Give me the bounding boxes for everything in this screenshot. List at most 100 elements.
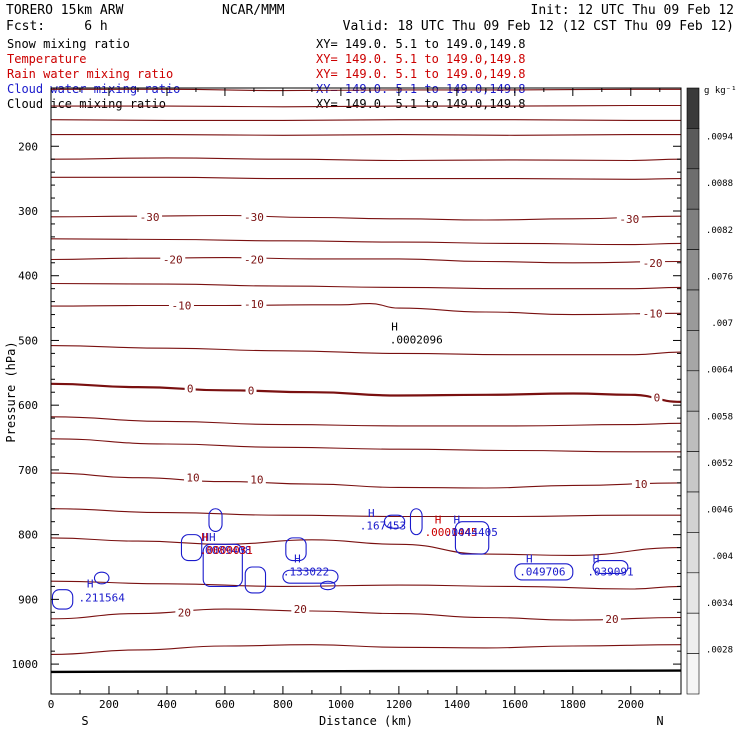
model-title: TORERO 15km ARW	[6, 3, 124, 18]
maximum-annotation: H	[526, 552, 533, 565]
colorbar-tick-label: .007	[711, 319, 733, 329]
legend-xy-range: XY= 149.0. 5.1 to 149.0,149.8	[316, 52, 526, 66]
maximum-annotation: .039091	[587, 565, 633, 578]
cloud-water-contour	[409, 508, 423, 536]
isotherm-label: 10	[186, 472, 199, 485]
legend-xy-range: XY= 149.0. 5.1 to 149.0,149.8	[316, 37, 526, 51]
x-tick-label: 800	[273, 698, 293, 711]
colorbar-segment	[686, 370, 700, 412]
colorbar-unit: g kg⁻¹	[704, 86, 737, 96]
center-title: NCAR/MMM	[222, 3, 285, 18]
cloud-water-contour	[282, 569, 339, 584]
maximum-annotation: .211564	[79, 591, 126, 604]
legend-entry: Rain water mixing ratio	[7, 67, 173, 81]
maximum-annotation: .0001445	[425, 526, 478, 539]
cloud-water-contour	[244, 566, 267, 594]
isotherm-label: -20	[643, 257, 663, 270]
isotherm-line	[51, 472, 681, 489]
isotherm-line	[51, 104, 681, 108]
init-time: Init: 12 UTC Thu 09 Feb 12	[531, 3, 735, 18]
x-axis: 0 200 400 600 800 1000 1200 1400 1600 1800 2000	[48, 88, 661, 711]
legend-xy-range: XY= 149.0. 5.1 to 149.0,149.8	[316, 67, 526, 81]
maximum-annotation: H	[435, 514, 442, 527]
colorbar-tick-label: .0052	[706, 459, 733, 469]
isotherm-label: 0	[187, 382, 194, 395]
colorbar-segment	[686, 653, 700, 695]
isotherm-line	[51, 644, 681, 655]
isotherm-label-bg	[602, 612, 621, 625]
maximum-annotation: H	[201, 531, 208, 544]
x-tick-label: 400	[157, 698, 177, 711]
cloud-water-contour	[592, 559, 629, 575]
legend-xy-range: XY= 149.0. 5.1 to 149.0,149.8	[316, 82, 526, 96]
y-tick-label: 900	[18, 593, 38, 606]
y-tick-label: 700	[18, 464, 38, 477]
colorbar-segment	[686, 208, 700, 250]
isotherm-label-bg	[241, 210, 267, 223]
colorbar-tick-label: .0064	[706, 366, 733, 376]
colorbar-tick-label: .0076	[706, 272, 733, 282]
legend-entry: Snow mixing ratio	[7, 37, 130, 51]
maximum-annotation: H	[454, 514, 461, 527]
x-tick-label: 2000	[618, 698, 645, 711]
colorbar-tick-label: .0046	[706, 506, 733, 516]
colorbar-tick-label: .004	[711, 552, 733, 562]
isotherm-label-bg	[651, 391, 663, 404]
isotherm-line	[51, 238, 681, 246]
maximum-annotation: .049706	[519, 565, 565, 578]
colorbar-tick-label: .0082	[706, 226, 733, 236]
colorbar-segment	[686, 289, 700, 331]
x-tick-label: 1800	[560, 698, 587, 711]
isotherm-label-bg	[616, 212, 642, 225]
isotherm-label-bg	[168, 299, 194, 312]
colorbar-tick-label: .0058	[706, 412, 733, 422]
y-tick-label: 300	[18, 205, 38, 218]
isotherm-label: -30	[244, 211, 264, 224]
isotherm-label: 10	[250, 474, 263, 487]
colorbar-segment	[686, 330, 700, 372]
colorbar-segment	[686, 612, 700, 654]
legend-entry: Temperature	[7, 52, 86, 66]
isotherm-label-bg	[631, 478, 650, 491]
x-tick-label: 600	[215, 698, 235, 711]
isotherm-line	[51, 537, 681, 556]
isotherm-line	[51, 257, 681, 264]
isotherm-label: 10	[634, 478, 647, 491]
isotherm-label-bg	[175, 606, 194, 619]
forecast-hour: Fcst: 6 h	[6, 19, 108, 34]
isotherm-label: -20	[163, 254, 183, 267]
isotherm-label: 0	[248, 384, 255, 397]
colorbar-tick-label: .0034	[706, 599, 733, 609]
maximum-annotation: .167453	[360, 519, 406, 532]
plot-frame	[50, 87, 682, 695]
isotherm-line	[51, 608, 681, 621]
isotherm-label-bg	[291, 603, 310, 616]
isotherm-label-bg	[241, 253, 267, 266]
isotherm-label-bg	[160, 253, 186, 266]
maximum-annotation: .0044405	[445, 526, 498, 539]
maximum-annotation: .0000031	[200, 544, 253, 557]
isotherm-label: -10	[643, 307, 663, 320]
isotherm-label-bg	[241, 298, 267, 311]
isotherm-label: 0	[654, 391, 661, 404]
isotherm-label-bg	[247, 473, 266, 486]
endpoint-north: N	[656, 714, 663, 728]
x-tick-label: 0	[48, 698, 55, 711]
isotherm-line	[51, 416, 681, 427]
isotherm-line	[51, 134, 681, 136]
y-tick-label: 500	[18, 334, 38, 347]
isotherm-line	[51, 508, 681, 518]
isotherm-label: -20	[244, 254, 264, 267]
isotherm-label-bg	[640, 256, 666, 269]
isotherm-label-bg	[245, 384, 257, 397]
isotherm-label: -30	[619, 213, 639, 226]
colorbar-segment	[686, 491, 700, 533]
isotherm-label: -10	[172, 299, 192, 312]
isotherm-label: 20	[605, 613, 618, 626]
colorbar: .0094 .0088 .0082 .0076 .007 .0064 .0058 .0052.…	[686, 87, 733, 695]
isotherm-line	[51, 345, 681, 356]
isotherm-line	[51, 382, 681, 403]
cloud-water-contour	[383, 514, 406, 529]
x-tick-label: 1400	[444, 698, 471, 711]
